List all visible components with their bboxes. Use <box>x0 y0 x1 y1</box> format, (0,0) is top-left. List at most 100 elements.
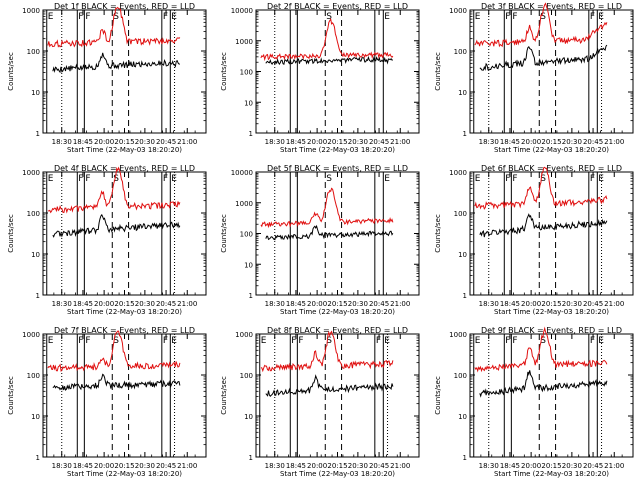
x-tick-label: 20:00 <box>307 300 327 308</box>
x-tick-label: 20:15 <box>541 138 561 146</box>
y-axis-label: Counts/sec <box>220 376 228 415</box>
x-tick-label: 20:30 <box>562 138 582 146</box>
series-red <box>474 326 608 373</box>
y-tick-label: 1 <box>36 292 40 300</box>
y-axis-label: Counts/sec <box>434 52 442 91</box>
marker-label: F <box>163 174 168 184</box>
x-axis-label: Start Time (22-May-03 18:20:20) <box>67 146 182 154</box>
x-tick-label: 18:30 <box>52 462 72 470</box>
y-tick-label: 10 <box>244 413 253 421</box>
x-tick-label: 21:00 <box>390 462 410 470</box>
marker-label: F <box>291 336 296 346</box>
x-tick-label: 21:00 <box>177 462 197 470</box>
series-red <box>47 6 181 48</box>
y-tick-label: 100 <box>27 48 40 56</box>
y-tick-label: 10 <box>31 251 40 259</box>
x-tick-label: 20:45 <box>156 300 176 308</box>
marker-label: S <box>326 12 332 22</box>
x-tick-label: 18:45 <box>286 462 306 470</box>
x-tick-label: 20:45 <box>156 462 176 470</box>
chart-title: Det 9f BLACK = Events, RED = LLD <box>481 326 622 335</box>
series-black <box>52 373 181 391</box>
marker-label: S <box>113 12 119 22</box>
x-tick-label: 20:45 <box>156 138 176 146</box>
x-tick-label: 18:45 <box>286 300 306 308</box>
y-axis-label: Counts/sec <box>7 376 15 415</box>
marker-label: F <box>590 174 595 184</box>
marker-label: F <box>78 174 83 184</box>
y-tick-label: 100 <box>27 372 40 380</box>
y-tick-label: 1000 <box>22 7 40 15</box>
y-tick-label: 100 <box>27 210 40 218</box>
marker-label: S <box>113 174 119 184</box>
x-axis-label: Start Time (22-May-03 18:20:20) <box>280 470 395 478</box>
y-tick-label: 1 <box>463 292 467 300</box>
series-red <box>474 2 608 48</box>
x-tick-label: 21:00 <box>604 462 624 470</box>
x-axis-label: Start Time (22-May-03 18:20:20) <box>67 470 182 478</box>
x-tick-label: 20:00 <box>307 462 327 470</box>
y-tick-label: 10 <box>458 89 467 97</box>
plot-frame <box>469 171 634 296</box>
detector-panel-9: Det 9f BLACK = Events, RED = LLD Counts/s… <box>434 326 634 478</box>
series-black <box>479 213 608 238</box>
marker-label: F <box>512 336 517 346</box>
x-axis-label: Start Time (22-May-03 18:20:20) <box>494 146 609 154</box>
y-tick-label: 10 <box>244 261 253 269</box>
x-tick-label: 18:45 <box>500 138 520 146</box>
x-tick-label: 20:00 <box>521 462 541 470</box>
x-tick-label: 18:45 <box>500 462 520 470</box>
marker-label: F <box>512 12 517 22</box>
marker-label: F <box>78 336 83 346</box>
chart-title: Det 8f BLACK = Events, RED = LLD <box>267 326 408 335</box>
marker-label: F <box>512 174 517 184</box>
detector-panel-8: Det 8f BLACK = Events, RED = LLD Counts/s… <box>220 326 420 478</box>
detector-panel-7: Det 7f BLACK = Events, RED = LLD Counts/s… <box>7 326 207 478</box>
marker-label: E <box>48 174 54 184</box>
series-black <box>265 374 394 397</box>
chart-title: Det 5f BLACK = Events, RED = LLD <box>267 164 408 173</box>
y-tick-label: 10 <box>458 413 467 421</box>
x-tick-label: 21:00 <box>177 138 197 146</box>
x-tick-label: 20:45 <box>369 462 389 470</box>
x-tick-label: 20:30 <box>348 462 368 470</box>
x-tick-label: 20:30 <box>562 300 582 308</box>
y-axis-label: Counts/sec <box>434 376 442 415</box>
x-tick-label: 20:00 <box>307 138 327 146</box>
x-tick-label: 21:00 <box>604 138 624 146</box>
y-axis-label: Counts/sec <box>220 52 228 91</box>
series-red <box>260 330 394 373</box>
y-tick-label: 100 <box>454 372 467 380</box>
y-tick-label: 1 <box>463 454 467 462</box>
x-tick-label: 20:00 <box>94 138 114 146</box>
chart-title: Det 7f BLACK = Events, RED = LLD <box>54 326 195 335</box>
series-black <box>52 213 181 238</box>
y-tick-label: 10 <box>244 99 253 107</box>
marker-label: E <box>475 336 481 346</box>
y-tick-label: 10 <box>458 251 467 259</box>
plot-frame <box>255 171 420 296</box>
marker-label: E <box>475 174 481 184</box>
marker-label: E <box>261 336 267 346</box>
x-axis-label: Start Time (22-May-03 18:20:20) <box>280 146 395 154</box>
x-tick-label: 20:45 <box>369 300 389 308</box>
x-tick-label: 20:15 <box>114 462 134 470</box>
series-black <box>479 44 608 71</box>
y-tick-label: 1000 <box>449 7 467 15</box>
marker-label: F <box>590 336 595 346</box>
x-tick-label: 20:15 <box>541 462 561 470</box>
x-tick-label: 20:45 <box>583 138 603 146</box>
x-tick-label: 20:15 <box>114 300 134 308</box>
x-axis-label: Start Time (22-May-03 18:20:20) <box>494 308 609 316</box>
series-red <box>260 17 394 62</box>
x-tick-label: 20:30 <box>562 462 582 470</box>
marker-label: F <box>85 12 90 22</box>
chart-title: Det 4f BLACK = Events, RED = LLD <box>54 164 195 173</box>
marker-label: F <box>163 336 168 346</box>
detector-panel-2: Det 2f BLACK = Events, RED = LLD Counts/s… <box>220 2 420 154</box>
y-tick-label: 1 <box>463 130 467 138</box>
series-red <box>260 187 394 229</box>
x-tick-label: 20:45 <box>369 138 389 146</box>
x-tick-label: 18:45 <box>286 138 306 146</box>
x-tick-label: 18:45 <box>500 300 520 308</box>
